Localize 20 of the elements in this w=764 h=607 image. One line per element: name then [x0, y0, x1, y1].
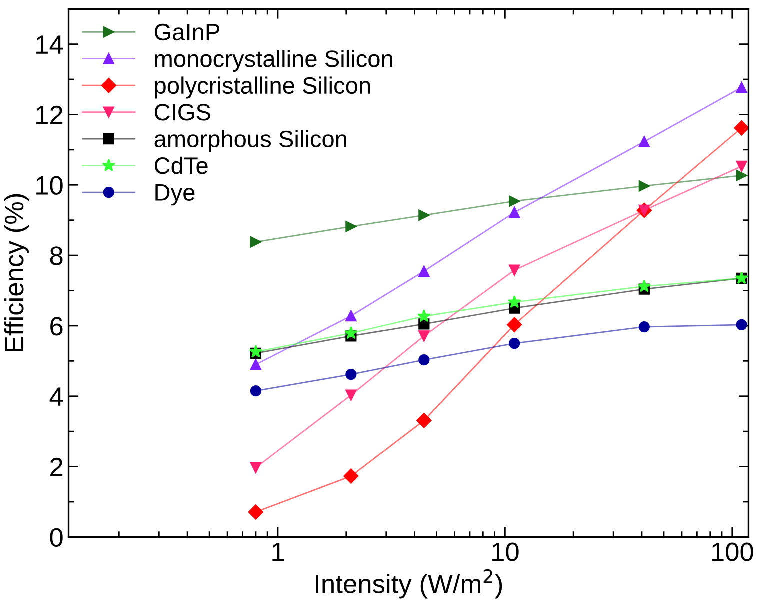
legend-label: Dye: [156, 184, 195, 206]
x-axis-title: Intensity (W/m$^{2}$): [316, 569, 502, 599]
legend-label: GaInP: [154, 24, 220, 41]
y-tick-label: 12: [36, 106, 63, 124]
legend-label: CIGS: [154, 104, 210, 121]
legend-label: CdTe: [154, 156, 208, 174]
legend-label: polycristalline Silicon: [155, 76, 370, 99]
y-tick-label: 0: [50, 528, 63, 548]
y-tick-label: 6: [50, 317, 63, 336]
y-tick-label: 4: [50, 388, 64, 406]
legend-label: amorphous Silicon: [154, 130, 346, 152]
y-tick-label: 2: [50, 458, 63, 476]
legend-label: monocrystalline Silicon: [155, 50, 392, 72]
x-tick-label: 1: [272, 543, 284, 562]
y-tick-label: 8: [50, 246, 63, 266]
x-tick-label: 10: [492, 542, 519, 562]
x-tick-label: 100: [712, 542, 754, 562]
y-axis-title: Efficiency (%): [4, 194, 29, 352]
y-tick-label: 10: [36, 176, 63, 195]
y-tick-label: 14: [36, 36, 64, 54]
